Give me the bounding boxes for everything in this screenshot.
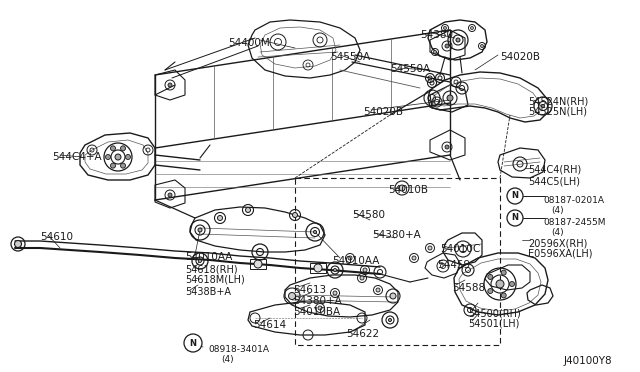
Text: 54380: 54380: [420, 30, 453, 40]
Circle shape: [488, 275, 493, 279]
Text: 54010BA: 54010BA: [293, 307, 340, 317]
Text: 54618(RH): 54618(RH): [185, 265, 237, 275]
Circle shape: [254, 260, 262, 268]
Text: 54010C: 54010C: [440, 244, 480, 254]
Circle shape: [115, 154, 121, 160]
Text: (4): (4): [551, 228, 564, 237]
Text: 54400M: 54400M: [228, 38, 269, 48]
Circle shape: [488, 289, 493, 294]
Circle shape: [184, 334, 202, 352]
Circle shape: [501, 293, 506, 298]
Circle shape: [292, 212, 298, 218]
Text: 20596X(RH): 20596X(RH): [528, 238, 588, 248]
Circle shape: [509, 282, 515, 286]
Circle shape: [399, 185, 405, 191]
Text: N: N: [189, 339, 196, 347]
Circle shape: [120, 146, 125, 151]
Circle shape: [481, 45, 483, 48]
Text: 544C4(RH): 544C4(RH): [528, 165, 581, 175]
Circle shape: [388, 318, 392, 321]
Circle shape: [428, 246, 432, 250]
Circle shape: [314, 264, 322, 272]
Circle shape: [412, 256, 416, 260]
Circle shape: [111, 163, 115, 168]
Text: 54525N(LH): 54525N(LH): [528, 107, 587, 117]
Text: (4): (4): [221, 355, 234, 364]
Circle shape: [289, 292, 296, 299]
Text: 54020B: 54020B: [363, 107, 403, 117]
Text: (4): (4): [551, 206, 564, 215]
Circle shape: [168, 83, 172, 87]
Circle shape: [218, 215, 223, 221]
Circle shape: [111, 146, 115, 151]
Circle shape: [496, 280, 504, 288]
Text: 54550A: 54550A: [330, 52, 370, 62]
Text: 54020B: 54020B: [500, 52, 540, 62]
Text: 08187-2455M: 08187-2455M: [543, 218, 605, 227]
Circle shape: [106, 154, 111, 160]
Circle shape: [318, 306, 322, 310]
Text: 54380+A: 54380+A: [372, 230, 420, 240]
Text: 54610: 54610: [40, 232, 73, 242]
Text: 544C5(LH): 544C5(LH): [528, 176, 580, 186]
Text: 5438B+A: 5438B+A: [185, 287, 231, 297]
Text: 54010B: 54010B: [388, 185, 428, 195]
Text: 54010AA: 54010AA: [332, 256, 380, 266]
Circle shape: [470, 26, 474, 29]
Text: N: N: [511, 214, 518, 222]
Text: 54613: 54613: [293, 285, 326, 295]
Circle shape: [445, 145, 449, 149]
Text: 54588: 54588: [452, 283, 485, 293]
Circle shape: [120, 163, 125, 168]
Circle shape: [125, 154, 131, 160]
Text: 54500(RH): 54500(RH): [468, 308, 521, 318]
Text: 54614: 54614: [253, 320, 286, 330]
Circle shape: [363, 268, 367, 272]
Text: 544C4+A: 544C4+A: [52, 152, 102, 162]
Circle shape: [198, 228, 202, 232]
Circle shape: [433, 51, 436, 54]
Text: 08918-3401A: 08918-3401A: [208, 345, 269, 354]
Text: 54010AA: 54010AA: [185, 252, 232, 262]
Circle shape: [333, 269, 337, 272]
Circle shape: [541, 105, 545, 108]
Circle shape: [501, 270, 506, 275]
Circle shape: [333, 291, 337, 295]
Circle shape: [445, 44, 449, 48]
Circle shape: [198, 260, 202, 263]
Circle shape: [447, 95, 453, 101]
Text: E0596XA(LH): E0596XA(LH): [528, 249, 593, 259]
Text: J40100Y8: J40100Y8: [564, 356, 612, 366]
Circle shape: [390, 293, 396, 299]
Text: 54550A: 54550A: [390, 64, 430, 74]
Text: 54618M(LH): 54618M(LH): [185, 275, 244, 285]
Text: 54622: 54622: [346, 329, 379, 339]
Circle shape: [444, 26, 447, 29]
Circle shape: [507, 188, 523, 204]
Circle shape: [360, 276, 364, 280]
Text: 54580: 54580: [352, 210, 385, 220]
Text: 54459: 54459: [437, 260, 470, 270]
Text: 54524N(RH): 54524N(RH): [528, 96, 588, 106]
Text: 08187-0201A: 08187-0201A: [543, 196, 604, 205]
Circle shape: [348, 256, 352, 260]
Circle shape: [15, 241, 22, 247]
Text: 54501(LH): 54501(LH): [468, 319, 520, 329]
Circle shape: [376, 288, 380, 292]
Text: 54380+A: 54380+A: [293, 296, 342, 306]
Circle shape: [456, 38, 460, 42]
Circle shape: [507, 210, 523, 226]
Circle shape: [168, 193, 172, 197]
Circle shape: [246, 208, 250, 212]
Circle shape: [314, 231, 317, 234]
Text: N: N: [511, 192, 518, 201]
